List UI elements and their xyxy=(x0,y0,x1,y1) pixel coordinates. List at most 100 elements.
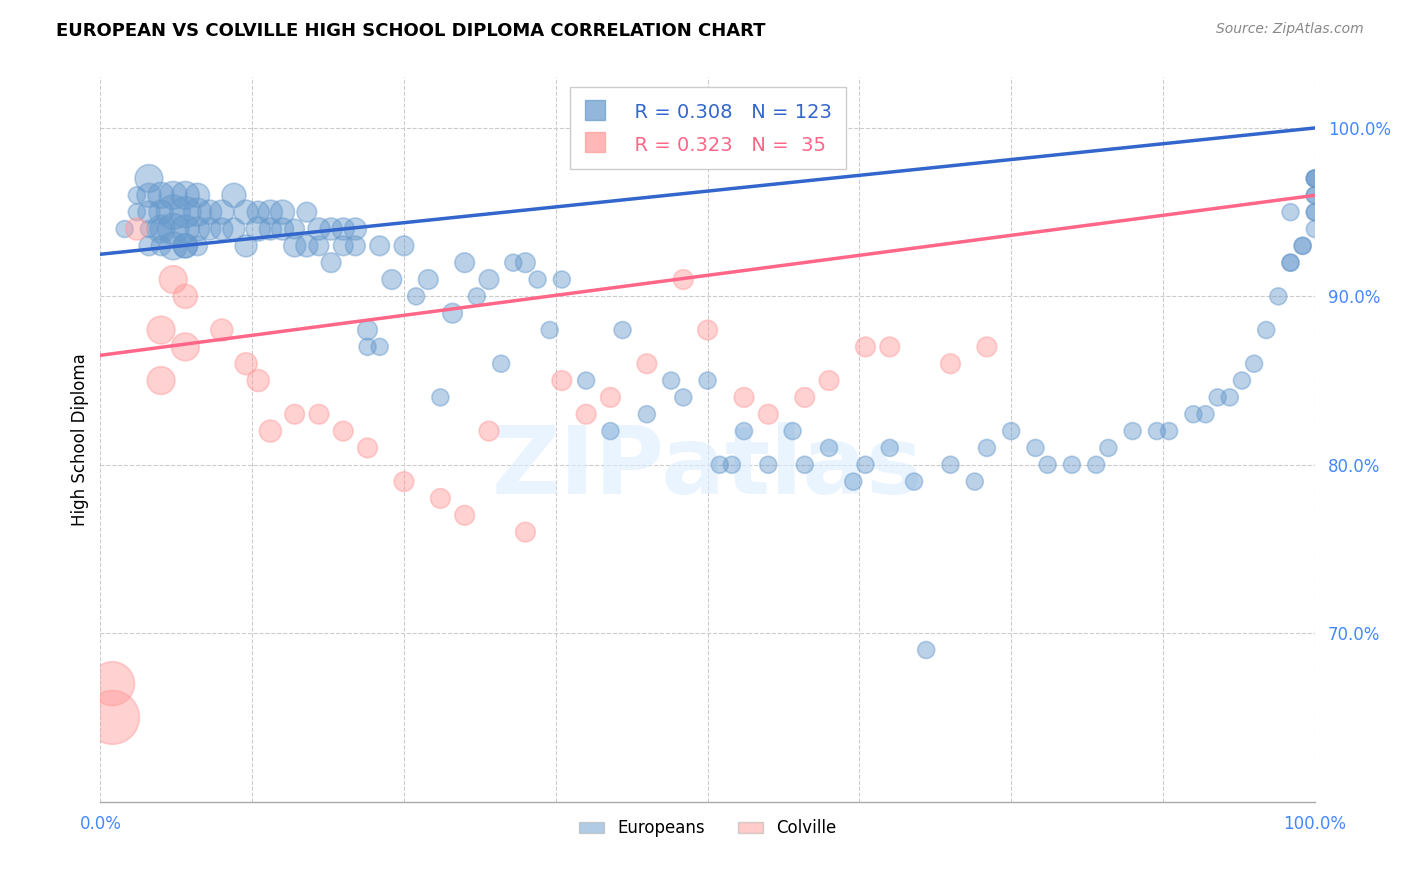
Point xyxy=(1122,424,1144,438)
Point xyxy=(915,643,938,657)
Point xyxy=(211,205,233,219)
Point xyxy=(855,340,877,354)
Point xyxy=(879,340,901,354)
Point xyxy=(332,239,354,253)
Point xyxy=(138,171,160,186)
Point xyxy=(782,424,804,438)
Point xyxy=(1267,289,1289,303)
Point xyxy=(733,391,755,405)
Point xyxy=(939,458,962,472)
Point xyxy=(319,222,342,236)
Point xyxy=(356,340,378,354)
Point xyxy=(150,239,173,253)
Point xyxy=(903,475,925,489)
Point xyxy=(1303,171,1326,186)
Point xyxy=(222,188,245,202)
Point xyxy=(1000,424,1022,438)
Point xyxy=(818,441,841,455)
Point xyxy=(150,323,173,337)
Point xyxy=(1303,188,1326,202)
Point xyxy=(174,289,197,303)
Point xyxy=(1085,458,1108,472)
Point xyxy=(659,374,682,388)
Point xyxy=(162,205,184,219)
Point xyxy=(162,239,184,253)
Point xyxy=(284,407,307,421)
Point xyxy=(247,222,270,236)
Point xyxy=(1279,255,1302,269)
Point xyxy=(392,475,415,489)
Point xyxy=(235,239,257,253)
Point xyxy=(259,205,281,219)
Point xyxy=(356,323,378,337)
Point xyxy=(879,441,901,455)
Point xyxy=(198,205,221,219)
Point xyxy=(526,272,548,286)
Point xyxy=(174,205,197,219)
Point xyxy=(308,222,330,236)
Point xyxy=(271,222,294,236)
Point xyxy=(1036,458,1059,472)
Point xyxy=(295,239,318,253)
Point xyxy=(308,407,330,421)
Point xyxy=(186,188,208,202)
Point xyxy=(733,424,755,438)
Point xyxy=(1097,441,1119,455)
Point xyxy=(392,239,415,253)
Point xyxy=(1303,171,1326,186)
Point xyxy=(211,222,233,236)
Point xyxy=(976,340,998,354)
Point xyxy=(162,222,184,236)
Point xyxy=(721,458,744,472)
Point xyxy=(259,222,281,236)
Point xyxy=(551,374,574,388)
Point xyxy=(1146,424,1168,438)
Point xyxy=(284,239,307,253)
Point xyxy=(612,323,634,337)
Point xyxy=(709,458,731,472)
Point xyxy=(1206,391,1229,405)
Point xyxy=(429,491,451,506)
Point xyxy=(1292,239,1315,253)
Point xyxy=(174,239,197,253)
Legend: Europeans, Colville: Europeans, Colville xyxy=(572,813,844,844)
Point xyxy=(295,205,318,219)
Point xyxy=(114,222,136,236)
Point xyxy=(344,222,367,236)
Point xyxy=(138,222,160,236)
Point xyxy=(1303,222,1326,236)
Point xyxy=(174,188,197,202)
Point xyxy=(235,205,257,219)
Point xyxy=(150,374,173,388)
Point xyxy=(515,525,537,540)
Point xyxy=(138,239,160,253)
Point xyxy=(284,222,307,236)
Point xyxy=(186,222,208,236)
Point xyxy=(125,205,148,219)
Point xyxy=(672,391,695,405)
Point xyxy=(247,374,270,388)
Point xyxy=(538,323,561,337)
Point xyxy=(1303,188,1326,202)
Point xyxy=(855,458,877,472)
Point xyxy=(259,424,281,438)
Point xyxy=(368,340,391,354)
Point xyxy=(174,222,197,236)
Point xyxy=(1243,357,1265,371)
Point xyxy=(1303,171,1326,186)
Point xyxy=(818,374,841,388)
Point xyxy=(478,424,501,438)
Point xyxy=(696,323,718,337)
Point xyxy=(575,407,598,421)
Point xyxy=(976,441,998,455)
Point xyxy=(1303,205,1326,219)
Point xyxy=(939,357,962,371)
Point xyxy=(1279,205,1302,219)
Point xyxy=(101,710,124,724)
Point xyxy=(150,205,173,219)
Point xyxy=(150,188,173,202)
Point xyxy=(271,205,294,219)
Point xyxy=(672,272,695,286)
Point xyxy=(963,475,986,489)
Y-axis label: High School Diploma: High School Diploma xyxy=(72,353,89,526)
